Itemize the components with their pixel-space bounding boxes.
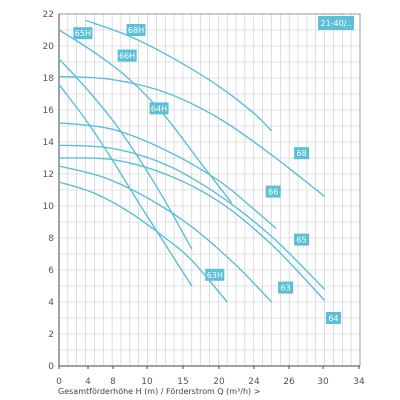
- x-tick-label: 20: [213, 377, 225, 387]
- curve-65h: [58, 58, 193, 250]
- y-tick-label: 4: [48, 298, 54, 308]
- y-tick-label: 20: [43, 42, 55, 52]
- svg-text:65H: 65H: [75, 29, 91, 38]
- curve-labels: 68H 65H 66H 64H 68 66 65 63H 63 64: [73, 24, 341, 324]
- x-tick-label: 15: [177, 377, 188, 387]
- model-badge-text: 21-40/..: [320, 19, 351, 28]
- curves: [58, 19, 326, 303]
- curve-64h: [58, 83, 193, 287]
- curve-label-64: 64: [325, 312, 341, 324]
- x-axis-label: Gesamtförderhöhe H (m) / Förderstrom Q (…: [58, 387, 260, 396]
- x-tick-label: 10: [141, 377, 153, 387]
- svg-text:65: 65: [296, 236, 306, 245]
- y-tick-label: 2: [48, 330, 54, 340]
- y-tick-label: 0: [48, 362, 54, 372]
- y-tick-label: 6: [48, 266, 54, 276]
- y-tick-label: 10: [43, 202, 55, 212]
- x-tick-label: 0: [56, 377, 62, 387]
- x-tick-label: 34: [353, 377, 365, 387]
- y-tick-label: 14: [43, 138, 55, 148]
- svg-text:68H: 68H: [128, 26, 144, 35]
- curve-68h: [85, 19, 272, 132]
- svg-text:63H: 63H: [207, 271, 223, 280]
- y-tick-label: 12: [43, 170, 54, 180]
- svg-text:68: 68: [296, 149, 306, 158]
- curve-label-68: 68: [294, 147, 310, 160]
- curve-label-65h: 65H: [73, 27, 93, 40]
- curve-label-65: 65: [294, 233, 310, 246]
- curve-66h: [58, 29, 233, 204]
- x-tick-label: 24: [248, 377, 260, 387]
- svg-text:64: 64: [328, 314, 338, 323]
- curve-63h: [58, 181, 228, 303]
- y-tick-label: 18: [43, 74, 55, 84]
- curve-66: [58, 122, 277, 229]
- svg-text:64H: 64H: [151, 104, 167, 113]
- y-tick-label: 22: [43, 10, 54, 20]
- curve-label-66: 66: [265, 185, 281, 198]
- y-tick-label: 16: [43, 106, 55, 116]
- model-badge: 21-40/..: [318, 16, 354, 30]
- curve-label-63: 63: [278, 281, 294, 294]
- curve-65: [58, 144, 326, 290]
- curve-label-63h: 63H: [205, 268, 225, 281]
- x-tick-label: 26: [283, 377, 295, 387]
- svg-text:66H: 66H: [119, 52, 135, 61]
- x-tick-label: 30: [317, 377, 329, 387]
- curve-63: [58, 165, 273, 303]
- y-tick-label: 8: [48, 234, 54, 244]
- x-tick-label: 4: [85, 377, 91, 387]
- svg-text:66: 66: [268, 188, 278, 197]
- x-tick-label: 8: [110, 377, 116, 387]
- curve-label-64h: 64H: [149, 102, 169, 115]
- svg-text:63: 63: [281, 284, 291, 293]
- curve-68: [58, 75, 326, 197]
- curve-label-68h: 68H: [126, 24, 146, 36]
- grid: [58, 13, 361, 367]
- curve-label-66h: 66H: [117, 49, 137, 62]
- curve-64: [58, 157, 326, 301]
